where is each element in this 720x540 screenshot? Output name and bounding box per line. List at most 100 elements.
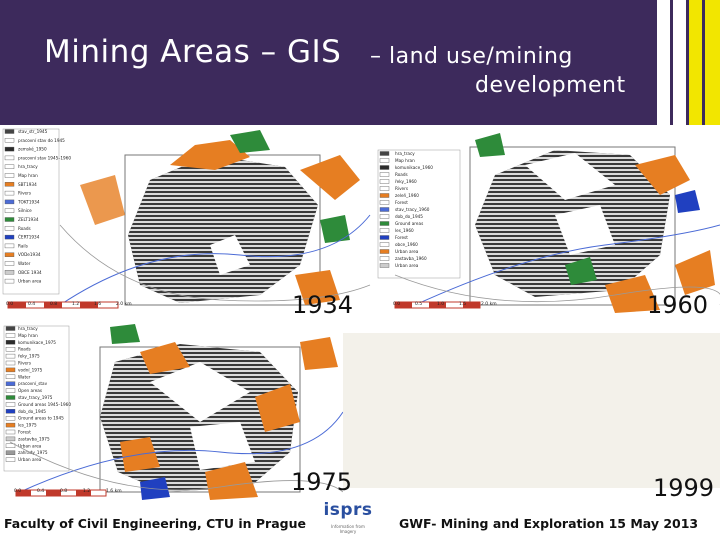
legend-swatch <box>379 235 390 240</box>
legend-swatch <box>5 374 16 379</box>
map-1934-figure: stav_str_1945 pracovní stav do 1945 zemské… <box>0 125 375 315</box>
legend-swatch <box>4 252 15 257</box>
legend-swatch <box>379 214 390 219</box>
legend-item: zahrady_1975 <box>18 450 48 455</box>
legend-item: Rivers <box>18 361 31 366</box>
legend-swatch <box>4 164 15 169</box>
legend-item: Roads <box>395 172 408 177</box>
legend-item: Rivers <box>395 186 408 191</box>
legend-item: zeleň_1960 <box>395 193 419 198</box>
legend-swatch <box>4 234 15 240</box>
legend-swatch <box>379 207 390 212</box>
legend-item: Water <box>18 374 31 379</box>
legend-swatch <box>5 429 16 435</box>
accent-stripe <box>657 0 670 125</box>
legend-item: zastavba_1960 <box>395 256 427 261</box>
legend-swatch <box>5 333 16 338</box>
scale-label: 0.4 <box>37 488 44 494</box>
legend-swatch <box>379 249 390 254</box>
scale-label: 2.0 km <box>116 301 132 307</box>
accent-stripe <box>689 0 702 125</box>
legend-swatch <box>4 226 15 231</box>
legend-item: hra_tracy <box>395 151 415 156</box>
legend-swatch <box>379 228 390 233</box>
legend-item: OBCE 1934 <box>18 270 42 275</box>
legend-swatch <box>5 353 16 359</box>
legend-item: komunikace_1975 <box>18 340 56 345</box>
legend-item: dob_do_1945 <box>18 409 46 414</box>
legend-swatch <box>379 221 390 226</box>
scale-label: 1.6 <box>94 301 101 307</box>
scale-label: 1.6 km <box>106 488 122 494</box>
accent-stripe <box>705 0 720 125</box>
scale-label: 0.8 <box>50 301 57 307</box>
legend-item: Roads <box>18 347 31 352</box>
legend-item: stav_str_1945 <box>18 129 48 134</box>
map-1934: stav_str_1945 pracovní stav do 1945 zemské… <box>0 125 375 315</box>
scale-label: 1.2 <box>72 301 79 307</box>
legend-swatch <box>5 402 16 407</box>
legend-swatch <box>4 129 15 134</box>
map-1975-figure: hra_tracy Map hran komunikace_1975 Roads řek… <box>0 322 343 502</box>
legend-swatch <box>5 326 16 331</box>
legend-swatch <box>379 151 390 156</box>
legend-item: SBT1934 <box>18 182 37 187</box>
legend-swatch <box>379 158 390 163</box>
legend-item: ČERT1934 <box>18 235 40 240</box>
legend-swatch <box>4 155 15 161</box>
legend-swatch <box>5 381 16 386</box>
legend-swatch <box>5 395 16 400</box>
legend-item: Ground areas to 1945 <box>18 416 64 421</box>
scale-label: 0.0 <box>393 301 400 307</box>
map-1999-placeholder <box>343 333 720 488</box>
legend-item: Urban area <box>18 443 42 448</box>
logo-tagline: Information from Imagery <box>331 524 365 534</box>
legend-swatch <box>5 340 16 345</box>
legend-item: Urban area <box>18 457 42 462</box>
legend-item: hra_tracy <box>18 326 38 331</box>
map-legend <box>377 149 461 279</box>
legend-item: vodní_1975 <box>18 367 43 372</box>
legend-item: komunikace_1960 <box>395 165 433 170</box>
legend-swatch <box>5 450 16 455</box>
legend-swatch <box>4 270 15 275</box>
scale-label: 1.5 <box>459 301 466 307</box>
legend-item: Rails <box>18 243 28 248</box>
legend-swatch <box>5 422 16 428</box>
scale-label: 0.8 <box>60 488 67 494</box>
legend-swatch <box>4 190 15 196</box>
legend-item: obce_1960 <box>395 242 418 247</box>
legend-item: Urban area <box>18 279 42 284</box>
legend-swatch <box>5 436 16 442</box>
legend-swatch <box>379 200 390 205</box>
scale-label: 0.0 <box>14 488 21 494</box>
legend-item: pracovní_stav <box>18 381 48 386</box>
legend-swatch <box>379 186 390 191</box>
year-label-1975: 1975 <box>291 468 353 496</box>
legend-item: Map hran <box>18 173 38 178</box>
legend-item: Open areas <box>18 388 42 393</box>
legend-item: řeky_1975 <box>18 354 40 359</box>
legend-swatch <box>379 179 390 184</box>
scale-label: 0.0 <box>6 301 13 307</box>
legend-item: Rivers <box>18 191 31 196</box>
logo-wordmark: isprs <box>323 500 373 520</box>
legend-item: pracovní stav 1945–1960 <box>18 155 71 160</box>
legend-item: zemské_1950 <box>18 147 47 152</box>
accent-stripe <box>673 0 686 125</box>
footer-event: GWF- Mining and Exploration 15 May 2013 <box>399 516 699 531</box>
legend-item: Forest <box>18 430 31 435</box>
legend-item: les_1975 <box>18 423 37 428</box>
scale-label: 0.5 <box>415 301 422 307</box>
map-1975: hra_tracy Map hran komunikace_1975 Roads řek… <box>0 322 343 502</box>
map-1960: hra_tracy Map hran komunikace_1960 Roads řek… <box>375 125 720 315</box>
legend-swatch <box>379 242 390 247</box>
legend-item: Forest <box>395 235 408 240</box>
legend-item: TOKT1934 <box>17 199 40 204</box>
legend-item: řeky_1960 <box>395 179 417 184</box>
legend-swatch <box>5 388 16 393</box>
legend-swatch <box>4 243 15 249</box>
legend-swatch <box>5 415 16 421</box>
slide-title: Mining Areas – GIS <box>44 34 342 70</box>
legend-swatch <box>4 146 15 152</box>
